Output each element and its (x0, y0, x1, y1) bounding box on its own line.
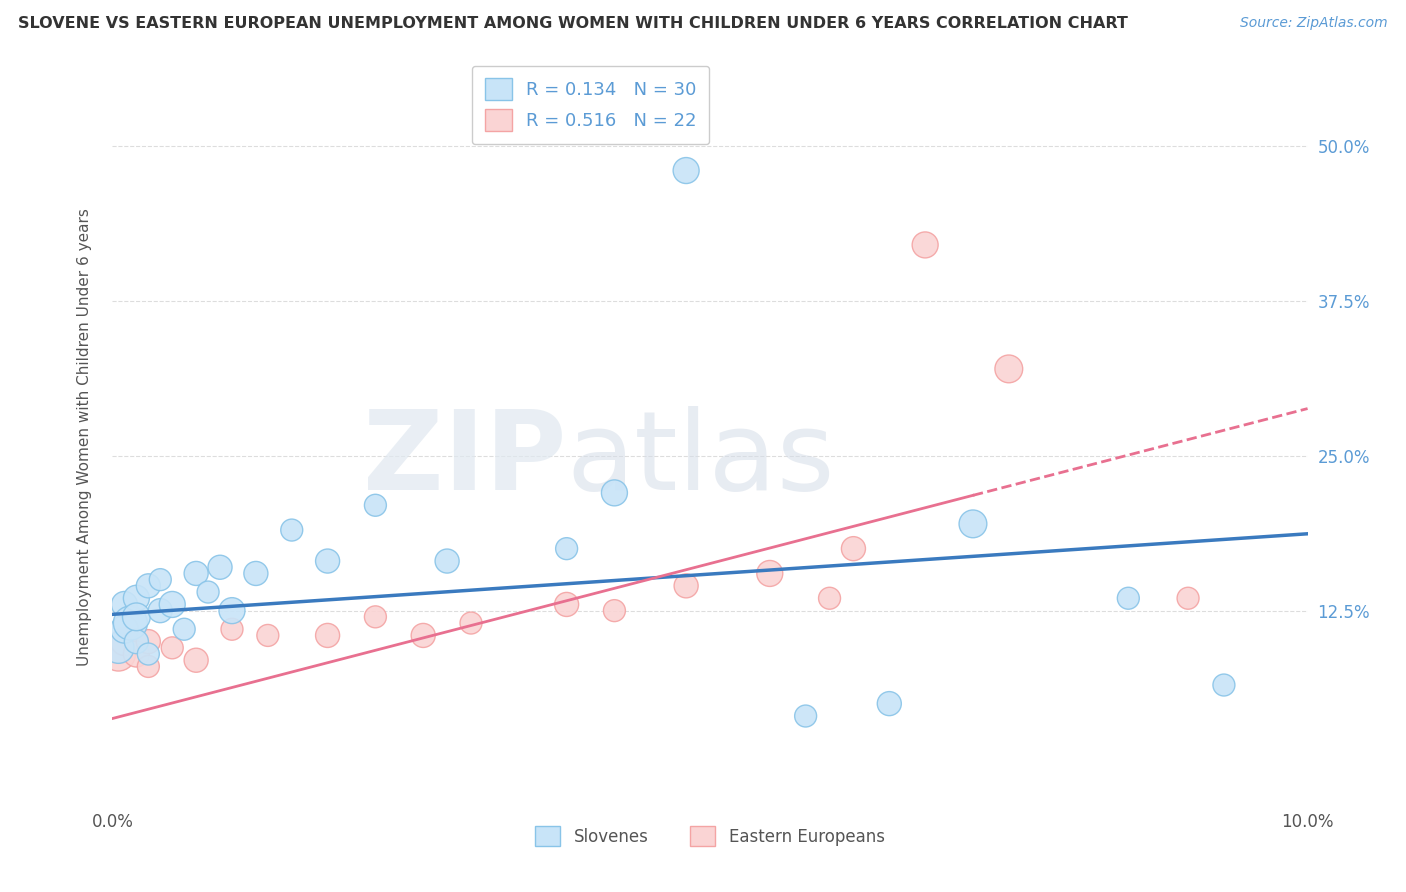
Point (125, 610, 148, 624)
Text: SLOVENE VS EASTERN EUROPEAN UNEMPLOYMENT AMONG WOMEN WITH CHILDREN UNDER 6 YEARS: SLOVENE VS EASTERN EUROPEAN UNEMPLOYMENT… (18, 16, 1128, 31)
Point (412, 628, 434, 642)
Point (257, 628, 280, 642)
Point (879, 697, 901, 711)
Point (1118, 591, 1140, 606)
Point (173, 622, 195, 636)
Point (149, 604, 172, 618)
Point (914, 238, 936, 252)
Point (460, 615, 482, 630)
Point (962, 516, 984, 531)
Point (125, 591, 148, 606)
Point (114, 598, 135, 612)
Point (186, 653, 208, 667)
Point (842, 541, 865, 556)
Text: ZIP: ZIP (363, 406, 567, 513)
Text: atlas: atlas (567, 406, 835, 513)
Point (125, 647, 148, 661)
Point (555, 598, 578, 612)
Point (221, 622, 243, 636)
Point (114, 622, 135, 636)
Point (364, 498, 387, 512)
Point (138, 634, 160, 648)
Point (114, 634, 135, 648)
Text: Source: ZipAtlas.com: Source: ZipAtlas.com (1240, 16, 1388, 30)
Point (107, 640, 129, 655)
Point (603, 604, 626, 618)
Point (281, 523, 304, 537)
Point (138, 659, 160, 673)
Point (759, 566, 782, 581)
Point (555, 541, 578, 556)
Point (998, 362, 1021, 376)
Point (149, 573, 172, 587)
Point (107, 647, 129, 661)
Point (818, 591, 841, 606)
Point (436, 554, 458, 568)
Point (364, 610, 387, 624)
Point (162, 598, 183, 612)
Point (197, 585, 219, 599)
Point (221, 604, 243, 618)
Point (675, 163, 697, 178)
Legend: Slovenes, Eastern Europeans: Slovenes, Eastern Europeans (529, 820, 891, 853)
Point (120, 615, 142, 630)
Point (245, 566, 267, 581)
Point (603, 486, 626, 500)
Point (794, 709, 817, 723)
Point (1213, 678, 1236, 692)
Point (316, 554, 339, 568)
Point (209, 560, 232, 574)
Point (316, 628, 339, 642)
Point (138, 579, 160, 593)
Point (138, 647, 160, 661)
Point (125, 634, 148, 648)
Point (1177, 591, 1199, 606)
Point (162, 640, 183, 655)
Point (675, 579, 697, 593)
Y-axis label: Unemployment Among Women with Children Under 6 years: Unemployment Among Women with Children U… (77, 208, 91, 666)
Point (186, 566, 208, 581)
